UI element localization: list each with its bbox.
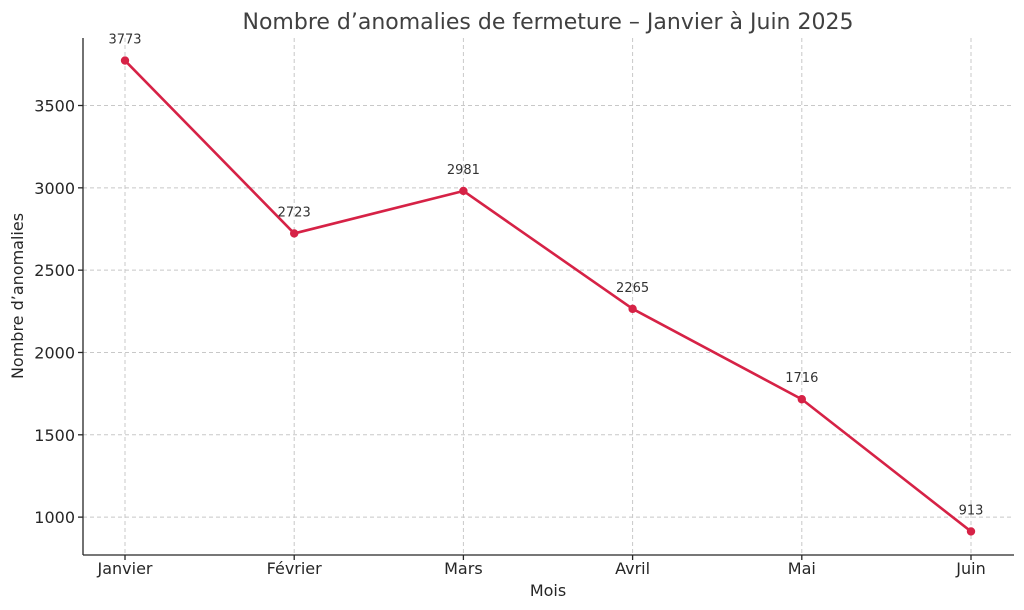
y-tick-label: 1000 bbox=[34, 508, 75, 527]
y-axis-ticks: 1000 1500 2000 2500 3000 3500 bbox=[34, 97, 83, 527]
grid bbox=[83, 38, 1014, 555]
x-axis-label: Mois bbox=[530, 581, 566, 600]
data-label: 2981 bbox=[447, 163, 480, 178]
data-label: 3773 bbox=[108, 33, 141, 48]
series-line bbox=[124, 59, 972, 533]
data-point bbox=[120, 56, 130, 65]
y-tick-label: 1500 bbox=[34, 426, 75, 445]
x-tick-label: Mars bbox=[444, 559, 483, 578]
x-tick-label: Février bbox=[267, 559, 323, 578]
axes bbox=[82, 38, 1014, 556]
series-group bbox=[120, 56, 976, 536]
data-label: 2265 bbox=[616, 281, 649, 296]
y-axis-label: Nombre d’anomalies bbox=[8, 213, 27, 379]
data-point bbox=[459, 186, 468, 196]
x-tick-label: Mai bbox=[788, 559, 816, 578]
data-label: 1716 bbox=[785, 371, 818, 386]
data-label: 2723 bbox=[278, 205, 311, 220]
data-labels: 3773 2723 2981 2265 1716 913 bbox=[108, 33, 983, 519]
data-point bbox=[290, 229, 299, 238]
data-point bbox=[966, 527, 976, 536]
x-tick-label: Juin bbox=[955, 559, 985, 578]
data-point bbox=[628, 304, 637, 314]
y-tick-label: 2000 bbox=[34, 343, 75, 362]
y-tick-label: 3000 bbox=[34, 179, 75, 198]
chart-title: Nombre d’anomalies de fermeture – Janvie… bbox=[243, 10, 854, 35]
x-tick-label: Avril bbox=[615, 559, 650, 578]
y-tick-label: 3500 bbox=[34, 97, 75, 116]
x-axis-ticks: Janvier Février Mars Avril Mai Juin bbox=[97, 555, 986, 578]
y-tick-label: 2500 bbox=[34, 261, 75, 280]
data-point bbox=[797, 395, 806, 404]
data-label: 913 bbox=[959, 503, 984, 518]
x-tick-label: Janvier bbox=[97, 559, 153, 578]
